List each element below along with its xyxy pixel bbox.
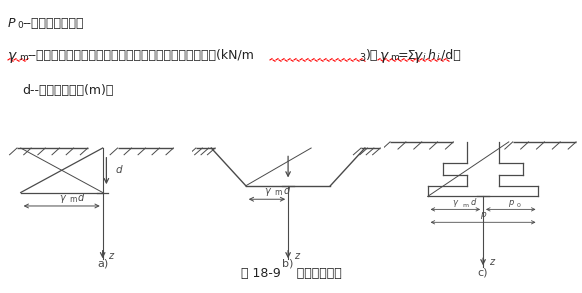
Text: p: p <box>508 197 513 207</box>
Text: --埋深范围内土的加权平均重度，地下水位以下取浮重度(kN/m: --埋深范围内土的加权平均重度，地下水位以下取浮重度(kN/m <box>27 49 254 62</box>
Text: --基底附加应力；: --基底附加应力； <box>22 17 83 30</box>
Text: m: m <box>275 188 282 197</box>
Text: d: d <box>283 186 289 196</box>
Text: γ: γ <box>414 49 423 63</box>
Text: γ: γ <box>380 49 388 63</box>
Text: /d；: /d； <box>441 49 461 62</box>
Text: m: m <box>462 203 469 208</box>
Text: γ: γ <box>59 193 65 203</box>
Text: i: i <box>423 53 425 62</box>
Text: b): b) <box>282 259 294 269</box>
Text: z: z <box>489 257 494 268</box>
Text: γ: γ <box>8 49 16 63</box>
Text: m: m <box>19 53 28 62</box>
Text: 0: 0 <box>17 21 23 30</box>
Text: γ: γ <box>264 186 270 196</box>
Text: d: d <box>77 193 84 203</box>
Text: 0: 0 <box>517 203 520 208</box>
Text: γ: γ <box>453 197 458 207</box>
Text: h: h <box>428 49 436 62</box>
Text: )，: )， <box>366 49 378 62</box>
Text: m: m <box>69 195 76 204</box>
Text: d--基础埋置深度(m)。: d--基础埋置深度(m)。 <box>22 84 113 97</box>
Text: p: p <box>480 210 486 219</box>
Text: i: i <box>437 53 439 62</box>
Text: m: m <box>390 53 399 62</box>
Text: z: z <box>294 251 299 260</box>
Text: 图 18-9    基底附加压力: 图 18-9 基底附加压力 <box>240 267 342 280</box>
Text: 3: 3 <box>359 53 365 63</box>
Text: P: P <box>8 17 16 30</box>
Text: a): a) <box>97 259 108 269</box>
Text: c): c) <box>478 268 488 277</box>
Text: d: d <box>470 197 475 207</box>
Text: d: d <box>116 165 122 175</box>
Text: z: z <box>108 251 113 260</box>
Text: =Σ: =Σ <box>398 49 417 62</box>
